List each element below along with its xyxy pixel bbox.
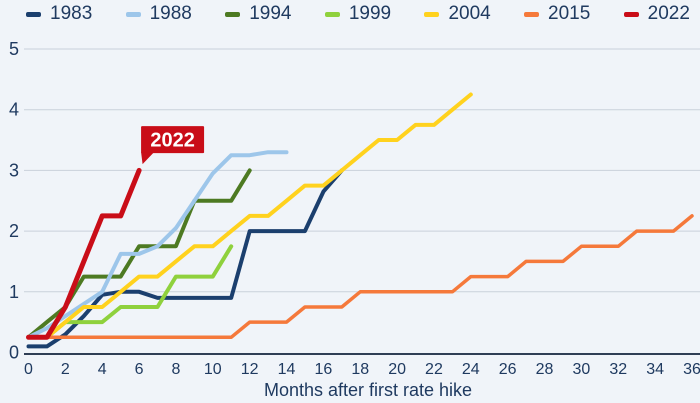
x-tick-label-2: 2 (61, 361, 70, 378)
x-tick-label-18: 18 (351, 361, 369, 378)
legend-label: 1988 (149, 3, 192, 24)
x-tick-label-24: 24 (462, 361, 480, 378)
series-lines (26, 92, 694, 349)
legend-item-1999: 1999 (324, 3, 392, 25)
y-tick-label-3: 3 (9, 160, 19, 180)
x-tick-label-26: 26 (499, 361, 517, 378)
x-axis-title: Months after first rate hike (264, 380, 472, 400)
x-tick-label-32: 32 (609, 361, 627, 378)
legend-swatch-2022 (623, 11, 639, 17)
legend-swatch-1999 (324, 11, 340, 17)
x-tick-label-4: 4 (98, 361, 107, 378)
legend-swatch-1983 (26, 11, 41, 17)
x-tick-label-20: 20 (388, 361, 406, 378)
x-tick-label-8: 8 (171, 361, 180, 378)
y-tick-label-4: 4 (9, 100, 19, 120)
legend-item-2004: 2004 (424, 3, 491, 25)
legend-label: 1994 (249, 3, 292, 24)
legend-label: 1999 (348, 3, 392, 24)
callout-box (141, 126, 205, 154)
legend-label: 1983 (50, 3, 93, 24)
x-tick-label-10: 10 (204, 361, 222, 378)
x-tick-label-0: 0 (24, 361, 33, 378)
x-tick-label-16: 16 (314, 361, 332, 378)
legend-item-1988: 1988 (125, 3, 192, 25)
x-tick-label-36: 36 (683, 361, 700, 378)
series-annotation-callout: 2022 (141, 126, 205, 165)
series-line-2004 (26, 92, 473, 340)
y-tick-label-5: 5 (9, 39, 19, 59)
y-tick-label-0: 0 (9, 343, 19, 363)
x-tick-label-28: 28 (536, 361, 554, 378)
series-line-1983 (26, 168, 344, 349)
x-tick-label-12: 12 (241, 361, 259, 378)
series-line-2022 (26, 167, 142, 340)
legend-item-1994: 1994 (225, 3, 292, 25)
y-axis-labels: 0 1 2 3 4 5 (9, 39, 19, 363)
legend-swatch-1988 (125, 11, 141, 17)
x-tick-label-6: 6 (135, 361, 144, 378)
legend-item-2015: 2015 (524, 3, 590, 25)
legend-swatch-2015 (524, 11, 540, 17)
legend-label: 2004 (448, 3, 491, 24)
series-line-1988 (26, 150, 289, 340)
x-tick-label-30: 30 (573, 361, 591, 378)
legend-swatch-1994 (225, 11, 241, 17)
legend-item-1983: 1983 (26, 3, 92, 25)
callout-pointer (141, 152, 155, 165)
legend-label: 2022 (647, 3, 690, 24)
legend-swatch-2004 (424, 11, 440, 17)
x-tick-label-22: 22 (425, 361, 443, 378)
y-tick-label-2: 2 (9, 221, 19, 241)
series-line-2015 (26, 214, 694, 340)
y-tick-label-1: 1 (9, 282, 19, 302)
x-axis-labels: 0 2 4 6 8 10 12 14 16 18 20 22 24 26 28 30 32 34 36 (24, 361, 700, 378)
legend-label: 2015 (548, 3, 591, 24)
x-tick-label-14: 14 (278, 361, 296, 378)
legend-item-2022: 2022 (623, 3, 690, 25)
x-tick-label-34: 34 (646, 361, 664, 378)
callout-label: 2022 (150, 130, 195, 152)
chart-legend: 1983 1988 1994 1999 2004 2015 2022 (0, 3, 700, 25)
